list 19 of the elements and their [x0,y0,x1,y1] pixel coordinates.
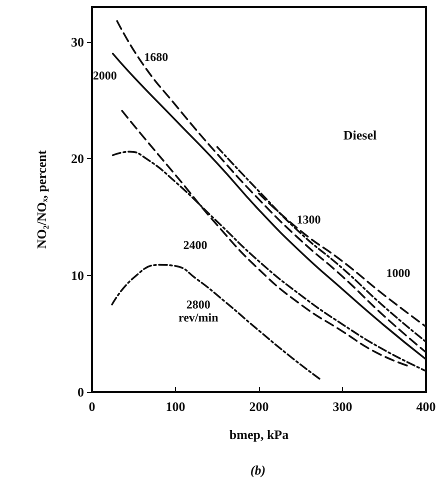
x-tick-label: 0 [88,399,96,414]
annotation: Diesel [343,128,377,142]
series-label: 2800 rev/min [178,297,219,324]
y-tick-label: 10 [71,268,84,283]
x-tick-label: 400 [416,399,436,414]
series-label: 1680 [144,50,168,64]
series-label: 1000 [386,266,410,280]
x-axis-title: bmep, kPa [229,427,290,442]
y-tick-label: 30 [71,34,84,50]
series-label: 1300 [296,212,321,226]
y-tick-label: 20 [71,151,84,166]
x-tick-label: 200 [249,399,269,414]
x-tick-label: 100 [166,399,186,414]
x-tick-label: 300 [332,399,352,414]
text: (b) [250,462,266,478]
y-tick-label: 0 [78,384,84,400]
y-axis-title: NO₂/NOₓ, percent [34,150,49,249]
series-label: 2000 [92,68,117,83]
series-label: 2400 [183,238,208,252]
